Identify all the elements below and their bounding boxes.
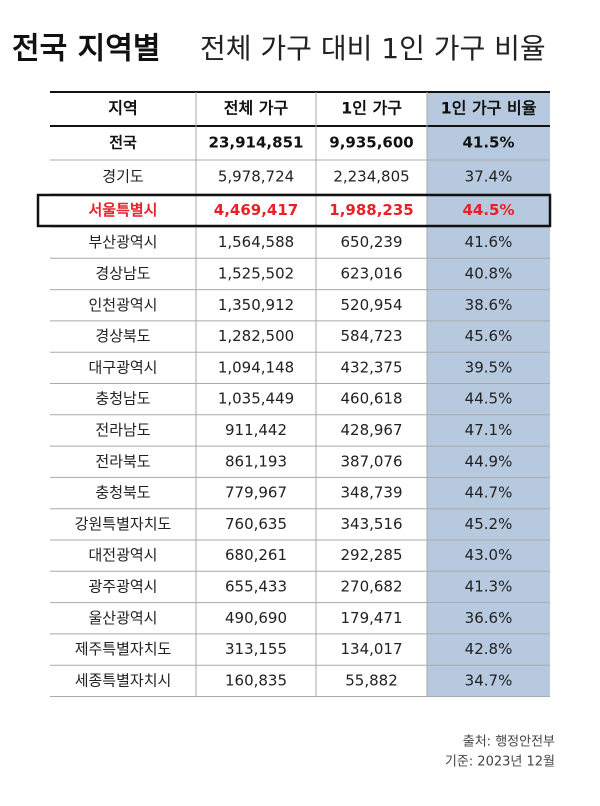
table-cell: 760,635 (225, 515, 287, 533)
table-cell: 160,835 (225, 671, 287, 689)
table-cell: 34.7% (465, 671, 513, 689)
table-cell: 911,442 (225, 421, 287, 439)
table-cell: 경상북도 (95, 327, 150, 345)
table-cell: 343,516 (340, 515, 402, 533)
table-cell: 460,618 (340, 390, 402, 408)
table-cell: 1,988,235 (329, 201, 413, 219)
table-cell: 1,525,502 (218, 264, 294, 282)
table-cell: 5,978,724 (218, 168, 294, 186)
table-cell: 43.0% (465, 546, 513, 564)
header-cell: 1인 가구 비율 (441, 99, 537, 118)
table-cell: 45.6% (465, 327, 513, 345)
title-bold: 전국 지역별 (12, 32, 160, 67)
table-cell: 1,282,500 (218, 327, 294, 345)
table-cell: 1,094,148 (218, 358, 294, 376)
table-cell: 대전광역시 (88, 546, 157, 564)
table-cell: 23,914,851 (209, 134, 304, 152)
table-cell: 41.6% (465, 233, 513, 251)
table-cell: 650,239 (340, 233, 402, 251)
table-cell: 2,234,805 (333, 168, 409, 186)
table-cell: 41.5% (462, 134, 514, 152)
table-cell: 44.9% (465, 452, 513, 470)
table-cell: 경기도 (102, 168, 144, 186)
table-cell: 584,723 (340, 327, 402, 345)
table-cell: 광주광역시 (88, 577, 157, 595)
header-cell: 지역 (108, 99, 137, 118)
table-cell: 270,682 (340, 577, 402, 595)
table-cell: 1,350,912 (218, 296, 294, 314)
table-cell: 47.1% (465, 421, 513, 439)
table-cell: 1,564,588 (218, 233, 294, 251)
table-cell: 1,035,449 (218, 390, 294, 408)
highlight-column (427, 92, 550, 697)
table-cell: 44.7% (465, 484, 513, 502)
table-cell: 제주특별자치도 (75, 640, 172, 658)
header-cell: 1인 가구 (341, 99, 402, 118)
table-cell: 36.6% (465, 609, 513, 627)
table-cell: 55,882 (345, 671, 398, 689)
table-cell: 부산광역시 (88, 233, 157, 251)
table-cell: 전국 (109, 134, 137, 152)
table-cell: 강원특별자치도 (75, 515, 172, 533)
table-cell: 전라남도 (95, 421, 150, 439)
table-cell: 41.3% (465, 577, 513, 595)
table-cell: 680,261 (225, 546, 287, 564)
table-cell: 대구광역시 (88, 358, 157, 376)
table-cell: 44.5% (462, 201, 514, 219)
table-cell: 충청남도 (95, 390, 150, 408)
table-cell: 40.8% (465, 264, 513, 282)
table-cell: 서울특별시 (88, 201, 157, 219)
table-cell: 42.8% (465, 640, 513, 658)
highlight-box (36, 193, 552, 228)
table-cell: 인천광역시 (88, 296, 157, 314)
table-cell: 37.4% (465, 168, 513, 186)
table-cell: 179,471 (340, 609, 402, 627)
table-cell: 45.2% (465, 515, 513, 533)
table-cell: 세종특별자치시 (75, 671, 172, 689)
table-cell: 9,935,600 (329, 134, 413, 152)
table-cell: 38.6% (465, 296, 513, 314)
table-cell: 경상남도 (95, 264, 150, 282)
table-cell: 490,690 (225, 609, 287, 627)
title-rest: 전체 가구 대비 1인 가구 비율 (200, 32, 546, 65)
source: 출처: 행정안전부 (463, 734, 555, 750)
table-cell: 313,155 (225, 640, 287, 658)
table-cell: 134,017 (340, 640, 402, 658)
table-cell: 387,076 (340, 452, 402, 470)
table-cell: 39.5% (465, 358, 513, 376)
table-cell: 348,739 (340, 484, 402, 502)
table-cell: 울산광역시 (88, 609, 157, 627)
source-date: 기준: 2023년 12월 (445, 755, 555, 770)
table-cell: 충청북도 (95, 484, 150, 502)
table-cell: 전라북도 (95, 452, 150, 470)
table-cell: 292,285 (340, 546, 402, 564)
table-cell: 655,433 (225, 577, 287, 595)
table-cell: 428,967 (340, 421, 402, 439)
table-cell: 861,193 (225, 452, 287, 470)
table-cell: 44.5% (465, 390, 513, 408)
table-cell: 520,954 (340, 296, 402, 314)
table-cell: 4,469,417 (214, 201, 298, 219)
table-cell: 623,016 (340, 264, 402, 282)
header-cell: 전체 가구 (224, 99, 289, 118)
table-cell: 779,967 (225, 484, 287, 502)
table-cell: 432,375 (340, 358, 402, 376)
